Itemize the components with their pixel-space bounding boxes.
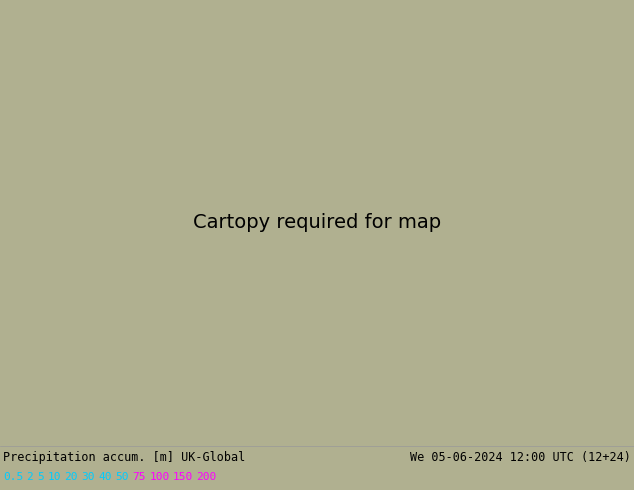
Text: 75: 75 xyxy=(133,472,146,482)
Text: 150: 150 xyxy=(173,472,193,482)
Text: 5: 5 xyxy=(37,472,44,482)
Text: 40: 40 xyxy=(98,472,112,482)
Text: 50: 50 xyxy=(115,472,129,482)
Text: 20: 20 xyxy=(65,472,78,482)
Text: 0.5: 0.5 xyxy=(3,472,23,482)
Text: 30: 30 xyxy=(82,472,95,482)
Text: Cartopy required for map: Cartopy required for map xyxy=(193,213,441,232)
Text: Precipitation accum. [m] UK-Global: Precipitation accum. [m] UK-Global xyxy=(3,451,245,465)
Text: 100: 100 xyxy=(150,472,170,482)
Text: 200: 200 xyxy=(197,472,217,482)
Text: 10: 10 xyxy=(48,472,61,482)
Text: 2: 2 xyxy=(27,472,33,482)
Text: We 05-06-2024 12:00 UTC (12+24): We 05-06-2024 12:00 UTC (12+24) xyxy=(410,451,631,465)
